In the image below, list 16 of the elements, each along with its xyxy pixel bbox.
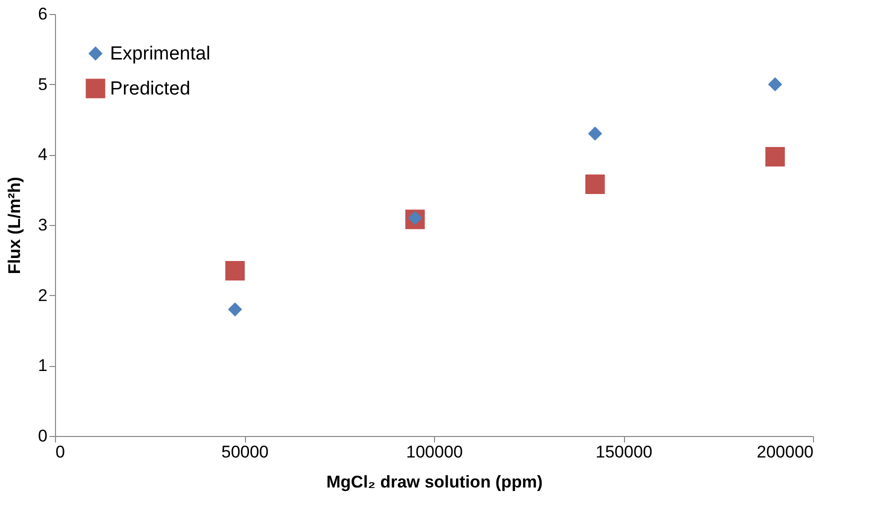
- y-tick-label: 6: [38, 4, 48, 24]
- legend-label: Predicted: [110, 78, 190, 100]
- y-tick-label: 2: [38, 286, 48, 305]
- y-tick-label: 1: [38, 356, 48, 376]
- x-axis-title: MgCl₂ draw solution (ppm): [326, 472, 543, 492]
- x-tick-label: 200000: [756, 442, 814, 462]
- y-axis-title: Flux (L/m²h): [5, 176, 24, 274]
- y-tick-label: 0: [38, 426, 48, 446]
- legend-label: Exprimental: [110, 44, 210, 64]
- x-tick-label: 100000: [406, 442, 463, 462]
- y-tick-label: 5: [38, 74, 48, 94]
- y-tick-label: 3: [38, 216, 48, 234]
- x-tick-label: 50000: [221, 442, 269, 462]
- x-tick-label: 0: [56, 442, 65, 462]
- y-tick-label: 4: [38, 145, 48, 164]
- x-tick-label: 150000: [596, 442, 652, 462]
